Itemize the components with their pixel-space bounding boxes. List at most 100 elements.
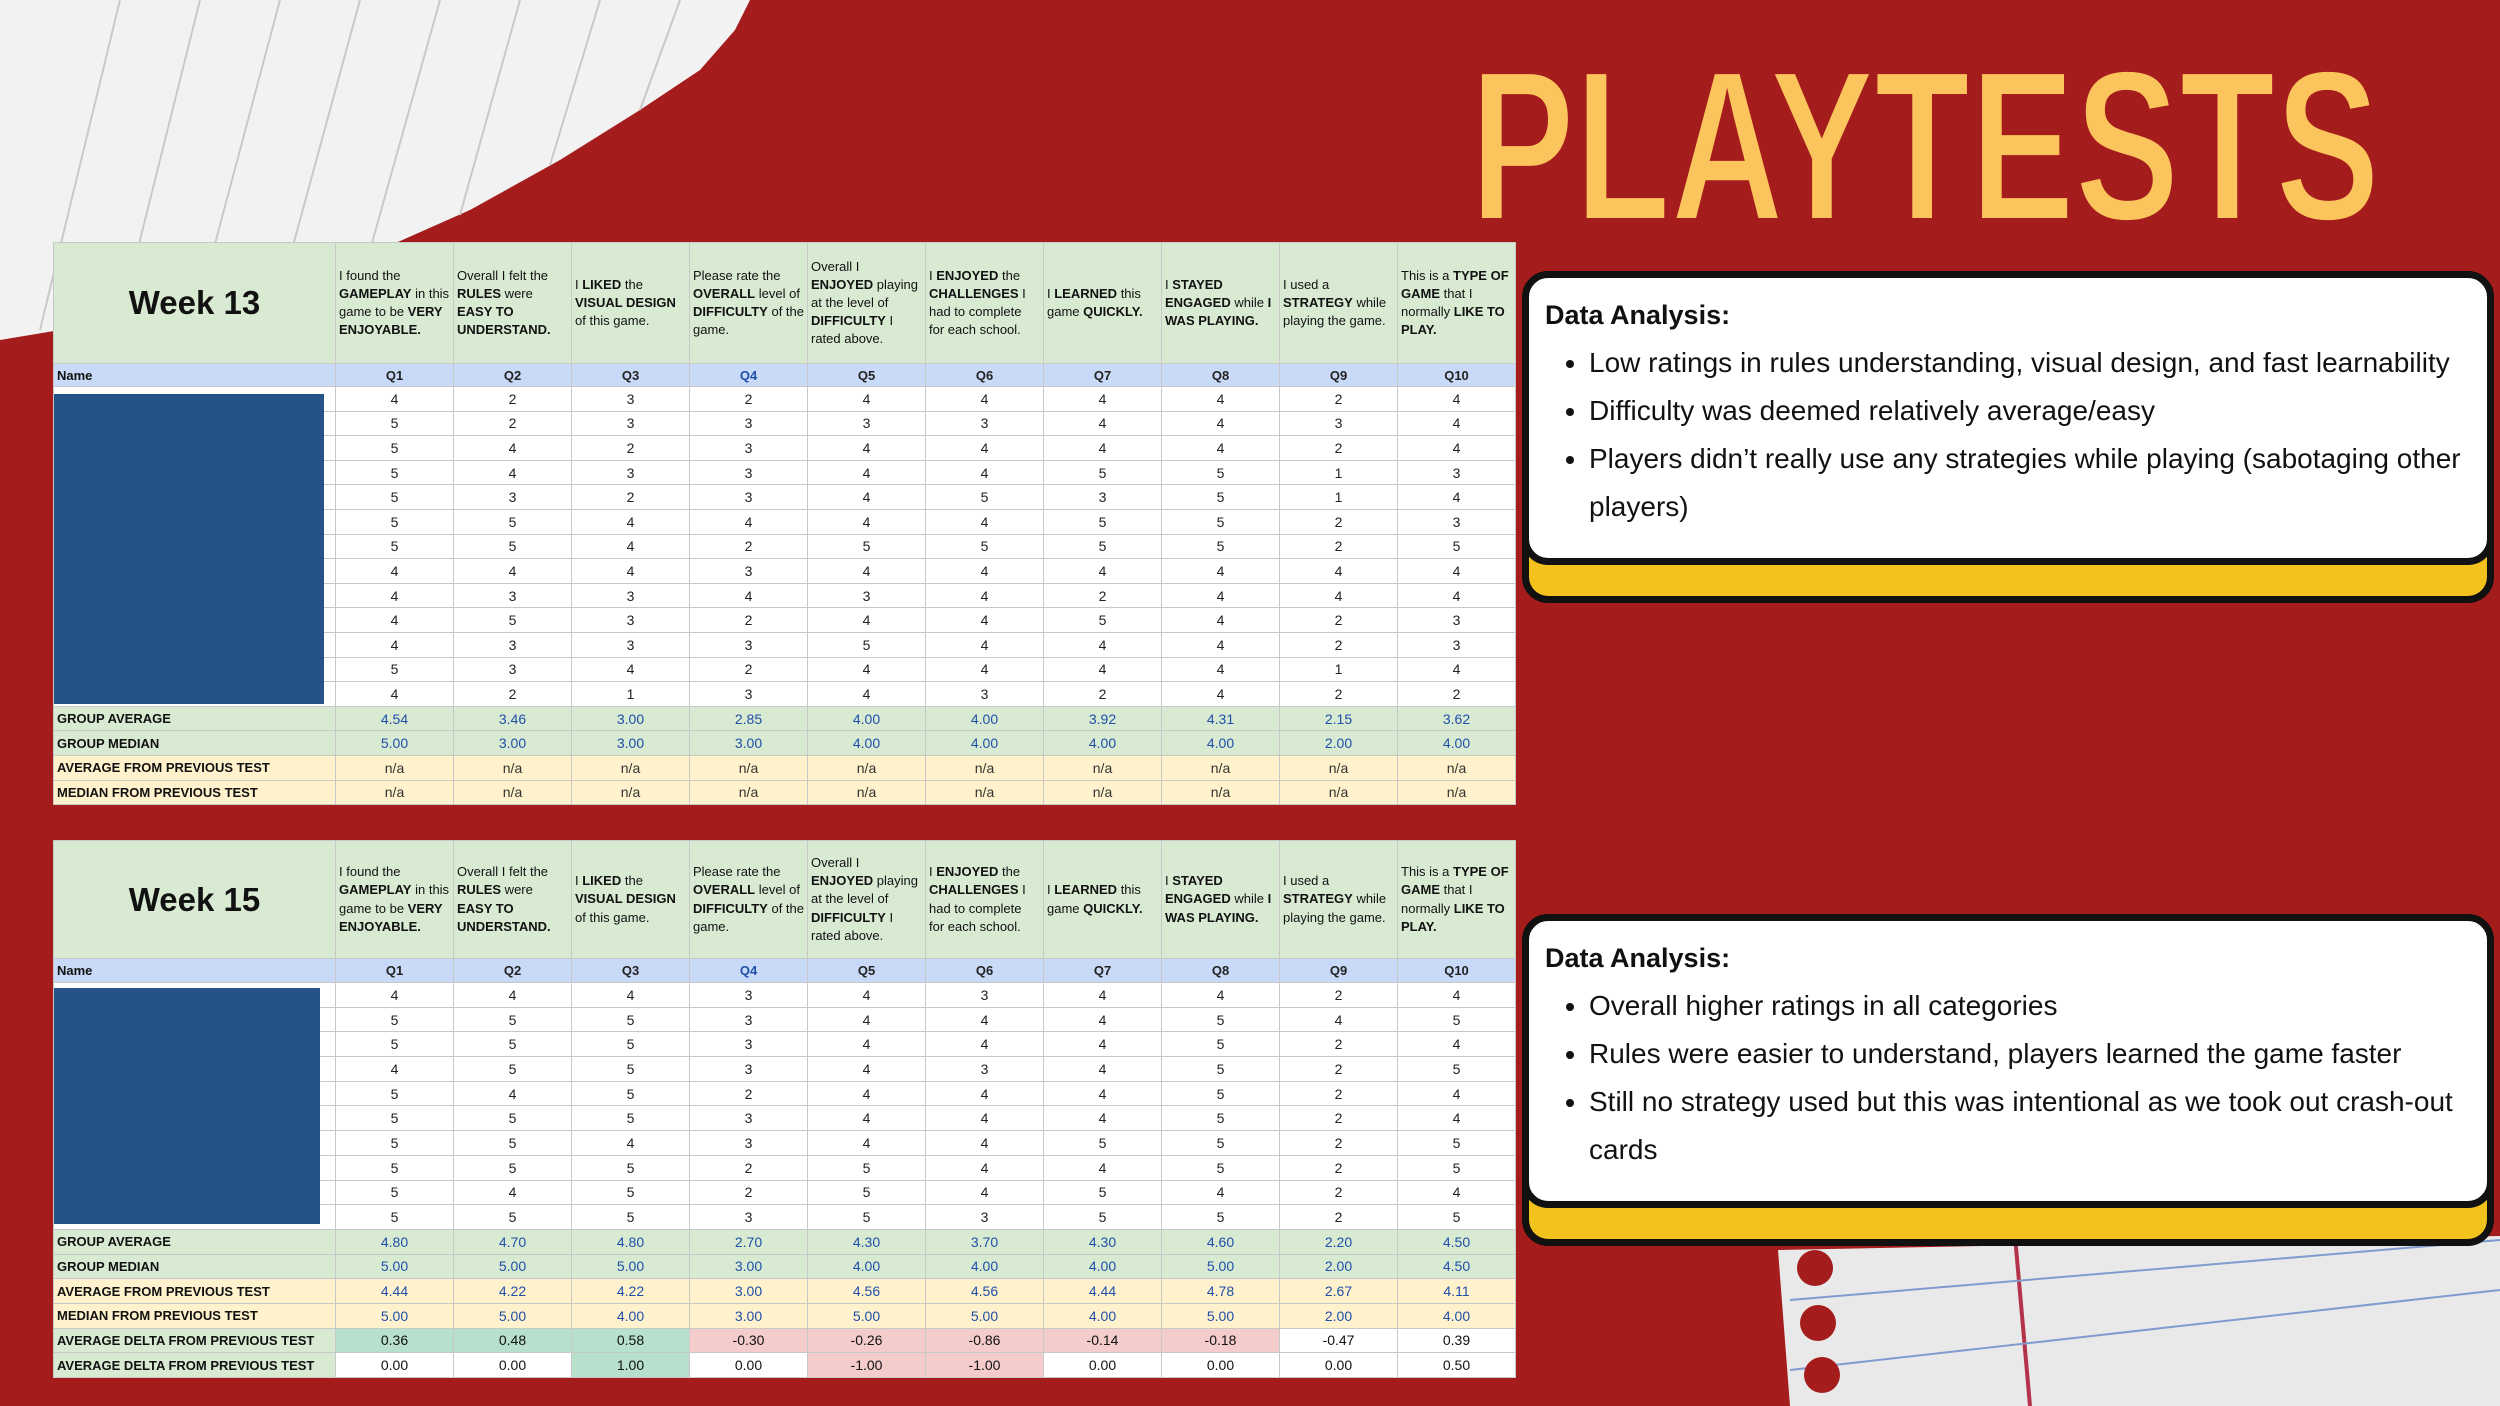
summary-row: AVERAGE FROM PREVIOUS TEST 4.44 4.22 4.22 3.… <box>53 1278 1516 1304</box>
response-cell: 3 <box>807 410 926 437</box>
response-cell: 4 <box>925 386 1044 412</box>
response-cell: 5 <box>807 1154 926 1181</box>
response-cell: 4 <box>1043 656 1162 683</box>
question-label: Q9 <box>1279 958 1398 983</box>
summary-cell: 3.00 <box>571 705 690 732</box>
analysis-bullet: Overall higher ratings in all categories <box>1589 982 2471 1030</box>
response-cell: 4 <box>925 1031 1044 1058</box>
summary-cell: 5.00 <box>453 1302 572 1329</box>
response-cell: 5 <box>335 484 454 510</box>
response-cell: 4 <box>1161 607 1280 633</box>
summary-cell: 5.00 <box>1161 1253 1280 1280</box>
question-label-row: Name Q1 Q2 Q3 Q4 Q5 Q6 Q7 Q8 Q9 Q10 <box>53 363 1516 387</box>
summary-label: GROUP MEDIAN <box>53 1253 336 1280</box>
summary-cell: 3.00 <box>689 1278 808 1304</box>
question-text: Overall I felt the RULES were EASY TO UN… <box>453 242 572 364</box>
question-bold: CHALLENGES <box>929 882 1019 898</box>
response-cell: 4 <box>1161 410 1280 437</box>
response-cell: 5 <box>1043 508 1162 535</box>
summary-cell: 0.00 <box>453 1352 572 1378</box>
response-cell: 3 <box>571 386 690 412</box>
question-bold: STAYED ENGAGED <box>1165 873 1231 907</box>
data-table: Week 13 I found the GAMEPLAY in this game… <box>53 242 1516 806</box>
response-cell: 5 <box>1161 533 1280 560</box>
response-cell: 4 <box>1397 982 1516 1008</box>
summary-cell: 4.00 <box>571 1302 690 1329</box>
summary-cell: 0.50 <box>1397 1352 1516 1378</box>
question-bold: VISUAL DESIGN <box>575 891 676 907</box>
question-text: Overall I felt the RULES were EASY TO UN… <box>453 840 572 959</box>
response-cell: 5 <box>925 533 1044 560</box>
summary-cell: 4.00 <box>807 705 926 732</box>
question-bold: LIKED <box>582 873 622 889</box>
response-cell: 2 <box>1279 386 1398 412</box>
response-cell: 5 <box>807 631 926 658</box>
response-cell: 5 <box>453 1105 572 1132</box>
question-text: I LEARNED this game QUICKLY. <box>1043 840 1162 959</box>
question-label: Q7 <box>1043 958 1162 983</box>
response-cell: 4 <box>1043 982 1162 1008</box>
response-cell: 4 <box>807 1006 926 1033</box>
question-text: Overall I ENJOYED playing at the level o… <box>807 242 926 364</box>
response-cell: 4 <box>925 1006 1044 1033</box>
response-cell: 3 <box>453 631 572 658</box>
summary-cell: 4.00 <box>807 1253 926 1280</box>
question-label: Q10 <box>1397 958 1516 983</box>
summary-cell: 3.00 <box>571 730 690 756</box>
question-part: while <box>1230 891 1268 907</box>
question-text: This is a TYPE OF GAME that I normally L… <box>1397 242 1516 364</box>
question-part: the <box>621 873 643 889</box>
summary-cell: n/a <box>453 779 572 806</box>
summary-cell: n/a <box>1397 754 1516 781</box>
response-cell: 4 <box>1043 435 1162 461</box>
summary-cell: 4.80 <box>335 1228 454 1255</box>
summary-cell: n/a <box>807 754 926 781</box>
question-part: I found the <box>339 267 401 283</box>
response-cell: 3 <box>689 1105 808 1132</box>
question-part: This is a <box>1401 267 1454 283</box>
response-cell: 4 <box>1161 656 1280 683</box>
summary-row: MEDIAN FROM PREVIOUS TEST n/a n/a n/a n/a n/a… <box>53 779 1516 806</box>
response-cell: 5 <box>1043 459 1162 486</box>
response-cell: 2 <box>1279 1031 1398 1058</box>
response-cell: 2 <box>1279 1204 1398 1230</box>
response-cell: 4 <box>335 607 454 633</box>
question-bold: VISUAL DESIGN <box>575 294 676 310</box>
response-cell: 5 <box>1043 1130 1162 1156</box>
summary-cell: -1.00 <box>807 1352 926 1378</box>
question-part: in this game to be <box>339 882 450 916</box>
summary-cell: 3.46 <box>453 705 572 732</box>
question-bold: STAYED ENGAGED <box>1165 276 1231 310</box>
response-cell: 4 <box>1043 1105 1162 1132</box>
question-bold: EASY TO UNDERSTAND. <box>457 304 551 338</box>
response-cell: 5 <box>453 1130 572 1156</box>
summary-row: GROUP MEDIAN 5.00 5.00 5.00 3.00 4.00 4.00 4.00… <box>53 1253 1516 1280</box>
name-header: Name <box>53 363 336 387</box>
summary-label: AVERAGE DELTA FROM PREVIOUS TEST <box>53 1327 336 1354</box>
summary-cell: 4.22 <box>571 1278 690 1304</box>
summary-row: AVERAGE DELTA FROM PREVIOUS TEST 0.00 0.00… <box>53 1352 1516 1378</box>
redaction <box>54 988 320 1224</box>
question-part: I used a <box>1283 276 1330 292</box>
summary-label: AVERAGE FROM PREVIOUS TEST <box>53 1278 336 1304</box>
response-cell: 3 <box>1279 410 1398 437</box>
summary-cell: 5.00 <box>453 1253 572 1280</box>
response-cell: 1 <box>571 681 690 707</box>
response-cell: 4 <box>925 435 1044 461</box>
question-bold: DIFFICULTY <box>811 313 886 329</box>
response-cell: 2 <box>689 1080 808 1107</box>
response-cell: 5 <box>807 1204 926 1230</box>
question-text: This is a TYPE OF GAME that I normally L… <box>1397 840 1516 959</box>
response-cell: 3 <box>1397 607 1516 633</box>
summary-cell: 4.78 <box>1161 1278 1280 1304</box>
response-cell: 4 <box>1161 386 1280 412</box>
page-title: PLAYTESTS <box>1470 25 2380 266</box>
question-bold: ENJOYED <box>936 864 999 880</box>
question-label: Q2 <box>453 958 572 983</box>
name-header: Name <box>53 958 336 983</box>
response-cell: 4 <box>1279 558 1398 584</box>
response-cell: 4 <box>807 982 926 1008</box>
summary-cell: 2.15 <box>1279 705 1398 732</box>
response-cell: 4 <box>1161 982 1280 1008</box>
